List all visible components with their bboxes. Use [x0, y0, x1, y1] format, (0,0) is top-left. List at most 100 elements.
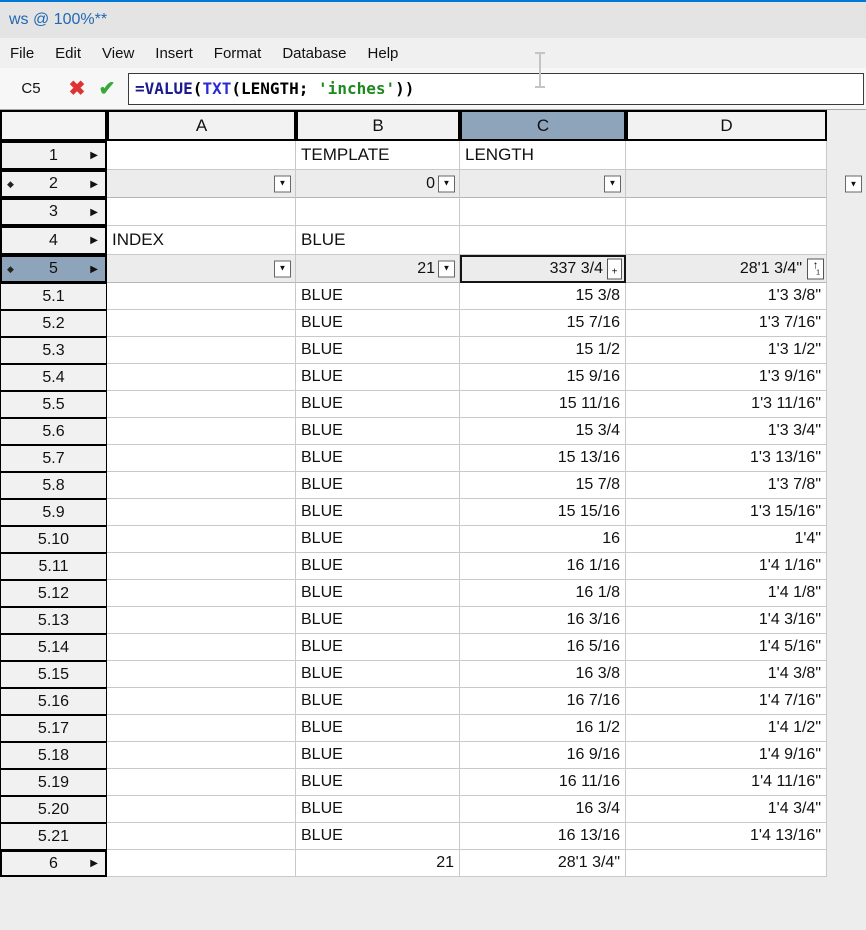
cell-template[interactable]: BLUE	[296, 661, 460, 688]
cell-c6[interactable]: 28'1 3/4"	[460, 850, 626, 877]
cell-d4[interactable]	[626, 226, 827, 255]
cell-b2[interactable]: 0 ▼	[296, 170, 460, 198]
filter-dropdown-button[interactable]: ▼	[604, 175, 621, 192]
cell-length-ftin[interactable]: 1'3 15/16"	[626, 499, 827, 526]
row-header[interactable]: 5.15	[0, 661, 107, 688]
cell-index[interactable]	[107, 607, 296, 634]
cell-length-ftin[interactable]: 1'3 13/16"	[626, 445, 827, 472]
cell-length-ftin[interactable]: 1'3 7/8"	[626, 472, 827, 499]
cell-c2[interactable]: ▼	[460, 170, 626, 198]
cell-index[interactable]	[107, 310, 296, 337]
cell-length-inches[interactable]: 16 1/16	[460, 553, 626, 580]
cell-template[interactable]: BLUE	[296, 823, 460, 850]
cell-d2[interactable]	[626, 170, 827, 198]
cell-length-inches[interactable]: 16	[460, 526, 626, 553]
cell-index[interactable]	[107, 715, 296, 742]
cell-b4[interactable]: BLUE	[296, 226, 460, 255]
cell-template[interactable]: BLUE	[296, 580, 460, 607]
cell-index[interactable]	[107, 499, 296, 526]
menu-item[interactable]: Insert	[155, 44, 193, 62]
cell-d5[interactable]: 28'1 3/4" ↑ 1	[626, 255, 827, 283]
cell-c3[interactable]	[460, 198, 626, 226]
cell-template[interactable]: BLUE	[296, 337, 460, 364]
cell-length-inches[interactable]: 16 1/8	[460, 580, 626, 607]
cell-length-inches[interactable]: 16 11/16	[460, 769, 626, 796]
menu-item[interactable]: Edit	[55, 44, 82, 62]
cell-length-inches[interactable]: 15 1/2	[460, 337, 626, 364]
column-header-c[interactable]: C	[460, 110, 626, 141]
cell-template[interactable]: BLUE	[296, 688, 460, 715]
cell-d3[interactable]	[626, 198, 827, 226]
cell-length-inches[interactable]: 16 5/16	[460, 634, 626, 661]
menu-item[interactable]: Help	[367, 44, 399, 62]
cell-index[interactable]	[107, 364, 296, 391]
cell-length-ftin[interactable]: 1'4 9/16"	[626, 742, 827, 769]
cell-length-ftin[interactable]: 1'3 3/8"	[626, 283, 827, 310]
menu-item[interactable]: Database	[282, 44, 347, 62]
filter-dropdown-button[interactable]: ▼	[845, 175, 862, 193]
jump-up-button[interactable]: ↑ 1	[807, 258, 824, 279]
row-header[interactable]: 5.10	[0, 526, 107, 553]
row-header[interactable]: 5.7	[0, 445, 107, 472]
cell-length-inches[interactable]: 15 7/16	[460, 310, 626, 337]
cell-b3[interactable]	[296, 198, 460, 226]
row-header[interactable]: 5.5	[0, 391, 107, 418]
row-header[interactable]: 5.14	[0, 634, 107, 661]
cell-index[interactable]	[107, 418, 296, 445]
cell-template[interactable]: BLUE	[296, 499, 460, 526]
row-header-3[interactable]: 3 ▶	[0, 198, 107, 226]
cell-length-inches[interactable]: 16 3/8	[460, 661, 626, 688]
cell-c5-selected[interactable]: 337 3/4 +	[460, 255, 626, 283]
cell-index[interactable]	[107, 526, 296, 553]
cell-length-inches[interactable]: 15 3/4	[460, 418, 626, 445]
cell-length-inches[interactable]: 16 9/16	[460, 742, 626, 769]
cell-template[interactable]: BLUE	[296, 796, 460, 823]
cell-template[interactable]: BLUE	[296, 769, 460, 796]
cell-length-ftin[interactable]: 1'3 11/16"	[626, 391, 827, 418]
cell-a6[interactable]	[107, 850, 296, 877]
cell-index[interactable]	[107, 823, 296, 850]
row-header[interactable]: 5.1	[0, 283, 107, 310]
cell-length-inches[interactable]: 16 13/16	[460, 823, 626, 850]
cell-length-inches[interactable]: 16 7/16	[460, 688, 626, 715]
row-header[interactable]: 5.9	[0, 499, 107, 526]
cell-length-inches[interactable]: 15 3/8	[460, 283, 626, 310]
expand-button[interactable]: +	[607, 258, 622, 280]
row-header-6[interactable]: 6 ▶	[0, 850, 107, 877]
cancel-icon[interactable]: ✖	[68, 77, 86, 100]
cell-template[interactable]: BLUE	[296, 472, 460, 499]
cell-index[interactable]	[107, 688, 296, 715]
row-header[interactable]: 5.2	[0, 310, 107, 337]
row-header-5-selected[interactable]: ◆ 5 ▶	[0, 255, 107, 283]
cell-template[interactable]: BLUE	[296, 283, 460, 310]
cell-length-inches[interactable]: 15 9/16	[460, 364, 626, 391]
cell-a4[interactable]: INDEX	[107, 226, 296, 255]
cell-length-ftin[interactable]: 1'4 5/16"	[626, 634, 827, 661]
cell-length-ftin[interactable]: 1'4 3/8"	[626, 661, 827, 688]
row-header[interactable]: 5.3	[0, 337, 107, 364]
cell-template[interactable]: BLUE	[296, 364, 460, 391]
row-header-2[interactable]: ◆ 2 ▶	[0, 170, 107, 198]
cell-index[interactable]	[107, 445, 296, 472]
cell-index[interactable]	[107, 634, 296, 661]
grid-corner-cell[interactable]	[0, 110, 107, 141]
cell-template[interactable]: BLUE	[296, 553, 460, 580]
cell-a5[interactable]: ▼	[107, 255, 296, 283]
cell-template[interactable]: BLUE	[296, 526, 460, 553]
cell-b5[interactable]: 21 ▼	[296, 255, 460, 283]
row-header[interactable]: 5.16	[0, 688, 107, 715]
row-header[interactable]: 5.6	[0, 418, 107, 445]
row-header[interactable]: 5.20	[0, 796, 107, 823]
cell-template[interactable]: BLUE	[296, 607, 460, 634]
cell-template[interactable]: BLUE	[296, 715, 460, 742]
cell-c4[interactable]	[460, 226, 626, 255]
filter-dropdown-button[interactable]: ▼	[438, 175, 455, 192]
cell-a2[interactable]: ▼	[107, 170, 296, 198]
column-header-b[interactable]: B	[296, 110, 460, 141]
row-header[interactable]: 5.18	[0, 742, 107, 769]
cell-length-inches[interactable]: 16 3/4	[460, 796, 626, 823]
column-header-a[interactable]: A	[107, 110, 296, 141]
cell-index[interactable]	[107, 769, 296, 796]
cell-index[interactable]	[107, 742, 296, 769]
filter-dropdown-button[interactable]: ▼	[274, 175, 291, 192]
